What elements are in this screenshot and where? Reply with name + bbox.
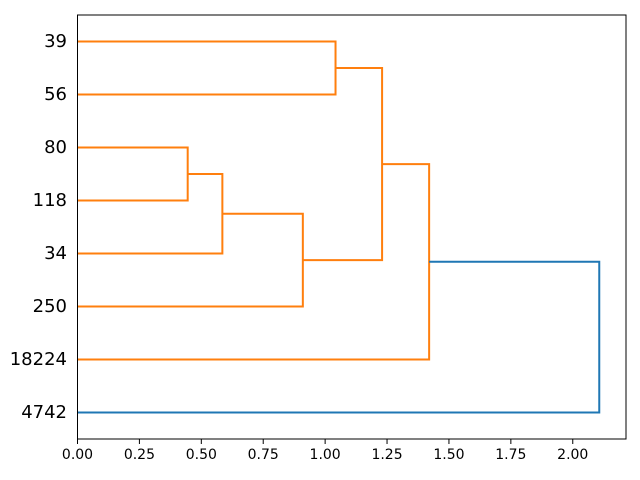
- leaf-label: 118: [33, 190, 67, 211]
- x-tick-label: 0.25: [124, 447, 155, 463]
- x-tick-label: 0.00: [62, 447, 93, 463]
- leaf-label: 39: [44, 31, 67, 52]
- leaf-label: 18224: [10, 349, 67, 370]
- leaf-label: 34: [44, 243, 67, 264]
- leaf-label: 4742: [21, 402, 67, 423]
- leaf-label: 80: [44, 137, 67, 158]
- x-tick-label: 2.00: [557, 447, 588, 463]
- axes-frame: [77, 14, 627, 440]
- x-tick-label: 1.50: [433, 447, 464, 463]
- x-tick-label: 1.00: [310, 447, 341, 463]
- x-tick-label: 0.75: [248, 447, 279, 463]
- x-tick-label: 1.75: [495, 447, 526, 463]
- leaf-label: 56: [44, 84, 67, 105]
- leaf-label: 250: [33, 296, 67, 317]
- dendrogram-link: [77, 260, 601, 414]
- x-tick-label: 1.25: [371, 447, 402, 463]
- x-tick-label: 0.50: [186, 447, 217, 463]
